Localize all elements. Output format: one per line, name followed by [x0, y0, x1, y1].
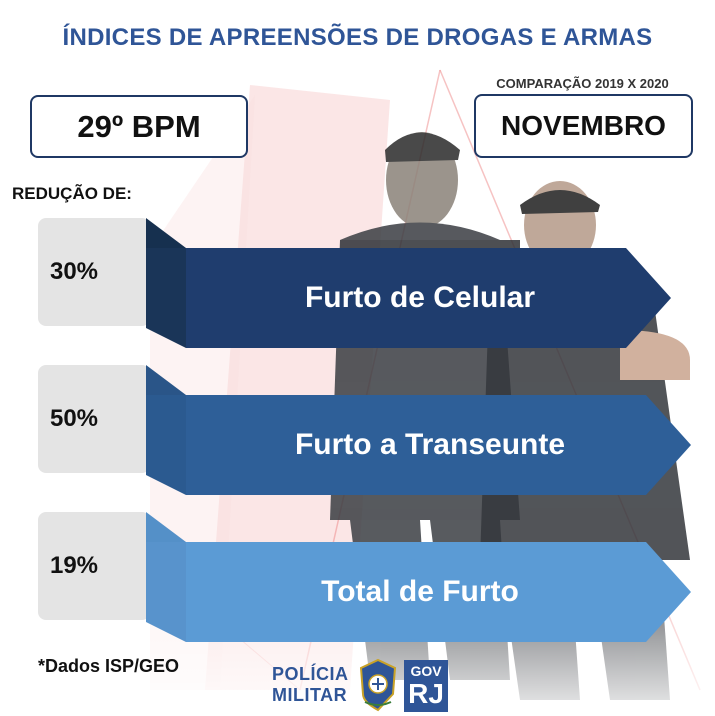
- percent-value-2: 50%: [49, 405, 99, 432]
- reduction-label: REDUÇÃO DE:: [12, 184, 132, 203]
- arrow-banner-3: [146, 512, 691, 642]
- data-source-note: *Dados ISP/GEO: [38, 656, 180, 676]
- page-title: ÍNDICES DE APREENSÕES DE DROGAS E ARMAS: [62, 24, 653, 51]
- month-badge: NOVEMBRO: [474, 94, 693, 158]
- percent-box-1: 30%: [38, 218, 150, 326]
- unit-badge: 29º BPM: [30, 95, 248, 158]
- comparison-caption: COMPARAÇÃO 2019 X 2020: [496, 76, 669, 91]
- arrow-label-2: Furto a Transeunte: [294, 428, 566, 461]
- pm-logo-line2: MILITAR: [272, 685, 348, 705]
- arrow-label-3: Total de Furto: [321, 575, 519, 608]
- arrow-banner-2: [146, 365, 691, 495]
- percent-value-1: 30%: [49, 258, 99, 285]
- percent-value-3: 19%: [49, 552, 99, 579]
- gov-logo-line2: RJ: [408, 678, 444, 709]
- month-label: NOVEMBRO: [501, 110, 666, 141]
- unit-label: 29º BPM: [77, 108, 201, 144]
- arrow-label-1: Furto de Celular: [304, 281, 536, 314]
- gov-logo-line1: GOV: [410, 663, 442, 679]
- pm-crest-icon: [359, 658, 397, 712]
- percent-box-2: 50%: [38, 365, 150, 473]
- percent-box-3: 19%: [38, 512, 150, 620]
- arrow-banner-1: [146, 218, 671, 348]
- gov-rj-logo: GOV RJ: [404, 660, 448, 712]
- pm-logo-line1: POLÍCIA: [272, 664, 349, 684]
- policia-militar-logo: POLÍCIA MILITAR: [272, 664, 349, 706]
